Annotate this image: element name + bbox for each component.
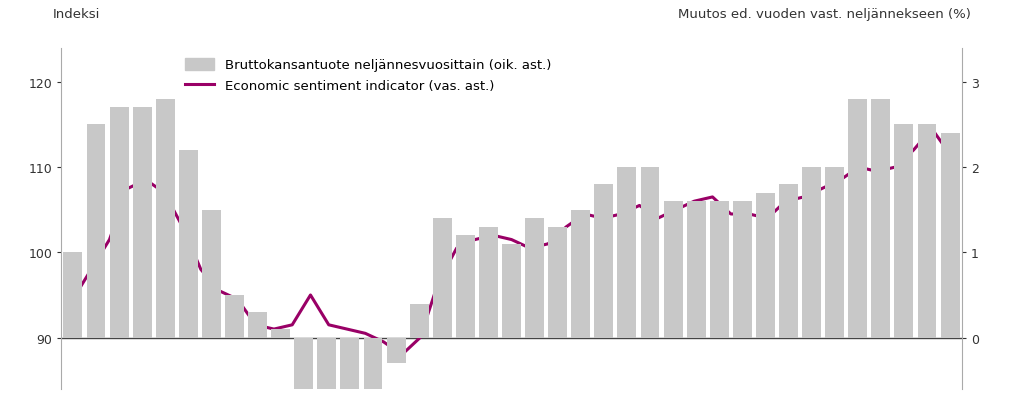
Bar <box>249 312 267 338</box>
Bar <box>363 338 383 405</box>
Bar <box>940 134 960 338</box>
Bar <box>826 168 844 338</box>
Bar <box>571 210 590 338</box>
Bar <box>317 338 337 405</box>
Bar <box>479 227 498 338</box>
Bar <box>640 168 660 338</box>
Bar <box>848 100 868 338</box>
Bar <box>502 244 521 338</box>
Bar <box>594 185 614 338</box>
Bar <box>225 295 243 338</box>
Bar <box>894 125 914 338</box>
Bar <box>756 193 774 338</box>
Bar <box>686 202 706 338</box>
Text: Muutos ed. vuoden vast. neljännekseen (%): Muutos ed. vuoden vast. neljännekseen (%… <box>678 9 971 21</box>
Legend: Bruttokansantuote neljännesvuosittain (oik. ast.), Economic sentiment indicator : Bruttokansantuote neljännesvuosittain (o… <box>185 59 551 93</box>
Bar <box>456 236 475 338</box>
Bar <box>802 168 821 338</box>
Bar <box>433 219 452 338</box>
Bar <box>155 100 175 338</box>
Bar <box>133 108 151 338</box>
Bar <box>618 168 636 338</box>
Bar <box>87 125 105 338</box>
Bar <box>295 338 313 405</box>
Bar <box>548 227 567 338</box>
Bar <box>732 202 752 338</box>
Bar <box>109 108 129 338</box>
Bar <box>271 329 291 338</box>
Bar <box>872 100 890 338</box>
Bar <box>409 304 429 338</box>
Bar <box>387 338 405 363</box>
Bar <box>710 202 728 338</box>
Bar <box>664 202 682 338</box>
Bar <box>202 210 221 338</box>
Text: Indeksi: Indeksi <box>52 9 100 21</box>
Bar <box>918 125 936 338</box>
Bar <box>780 185 798 338</box>
Bar <box>525 219 544 338</box>
Bar <box>179 151 197 338</box>
Bar <box>341 338 359 405</box>
Bar <box>63 253 83 338</box>
